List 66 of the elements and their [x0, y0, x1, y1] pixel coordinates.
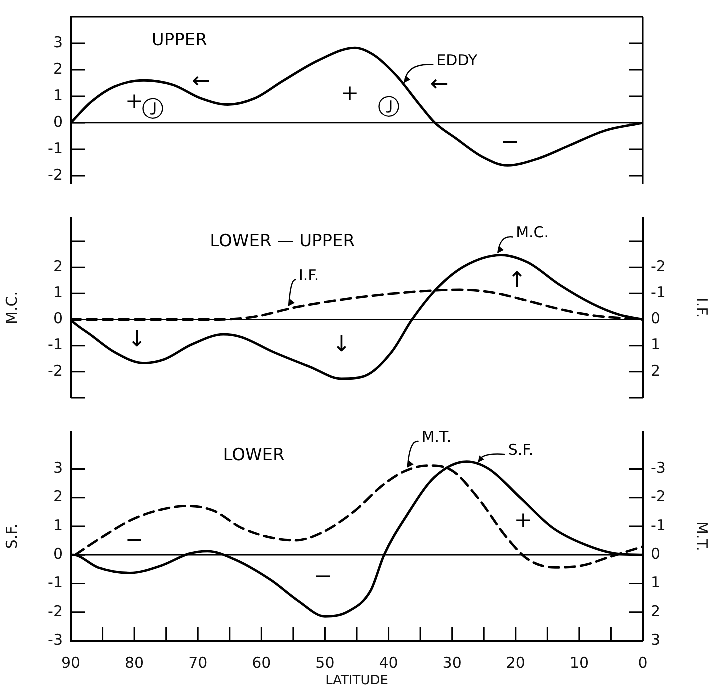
y2-tick-label: 2 — [651, 602, 661, 620]
y-tick-label: 0 — [53, 545, 63, 563]
annotation: ↑ — [508, 268, 526, 294]
y2-tick-label: -1 — [651, 516, 666, 534]
annotation: + — [125, 90, 144, 115]
annotation: Ⓙ — [378, 95, 400, 120]
annotation: + — [514, 508, 533, 534]
y2-tick-label: 1 — [651, 336, 661, 354]
text: UPPER — [152, 30, 208, 50]
text: LOWER — UPPER — [210, 231, 356, 252]
series-label: M.C. — [516, 224, 550, 242]
y-tick-label: -2 — [48, 166, 63, 184]
x-tick-label: 90 — [61, 654, 81, 672]
annotation: ← — [430, 72, 449, 97]
y-tick-label: 3 — [53, 33, 63, 52]
y2-tick-label: 0 — [651, 545, 661, 563]
annotation: ↓ — [128, 327, 146, 352]
x-tick-label: 60 — [252, 654, 272, 672]
y-tick-label: -1 — [48, 336, 63, 354]
x-tick-label: 30 — [442, 654, 462, 672]
series-label: M.T. — [422, 428, 452, 446]
y-tick-label: 1 — [53, 516, 63, 534]
annotation: Ⓙ — [142, 98, 164, 123]
y-tick-label: 0 — [53, 310, 63, 328]
y2-tick-label: 3 — [651, 630, 661, 649]
y-tick-label: -2 — [48, 362, 63, 380]
annotation: − — [500, 130, 520, 155]
y-tick-label: -3 — [48, 630, 63, 649]
x-tick-label: 40 — [379, 654, 398, 672]
x-tick-label: 80 — [125, 654, 144, 672]
x-tick-label: 20 — [506, 654, 526, 672]
y2-axis-title: I.F. — [693, 298, 712, 318]
series-label: I.F. — [298, 266, 320, 284]
y-tick-label: -1 — [48, 139, 63, 158]
y-tick-label: 1 — [53, 284, 63, 302]
y2-tick-label: 0 — [651, 310, 661, 328]
text: EDDY — [436, 51, 478, 70]
x-tick-label: 70 — [188, 654, 208, 672]
y-tick-label: 2 — [53, 488, 63, 506]
legend-label: S.F. — [508, 440, 534, 459]
y2-tick-label: -1 — [651, 284, 666, 302]
y-tick-label: 0 — [53, 112, 63, 131]
y2-tick-label: 1 — [651, 574, 661, 592]
x-tick-label: 50 — [316, 654, 335, 672]
annotation: − — [314, 564, 333, 590]
x-tick-label: 10 — [570, 654, 589, 672]
y2-axis-title: M.T. — [693, 522, 712, 552]
text: LOWER — [223, 445, 286, 466]
x-tick-label: 0 — [638, 654, 648, 672]
y-tick-label: -1 — [48, 574, 63, 592]
annotation: ← — [192, 68, 211, 94]
x-axis-title: LATITUDE — [326, 674, 388, 689]
y-tick-label: 3 — [53, 459, 63, 478]
y-tick-label: -2 — [48, 602, 63, 620]
y2-tick-label: 2 — [651, 362, 661, 380]
y2-tick-label: -3 — [651, 459, 666, 478]
y-axis-title: S.F. — [2, 524, 21, 550]
y2-tick-label: -2 — [651, 488, 666, 506]
annotation: ↓ — [332, 332, 351, 358]
y-tick-label: 2 — [53, 60, 63, 78]
y-tick-label: 1 — [53, 86, 63, 104]
y-tick-label: 2 — [53, 257, 63, 276]
annotation: − — [125, 528, 144, 554]
annotation: + — [340, 81, 360, 106]
y-axis-title: M.C. — [2, 292, 21, 324]
y2-tick-label: -2 — [651, 257, 666, 276]
